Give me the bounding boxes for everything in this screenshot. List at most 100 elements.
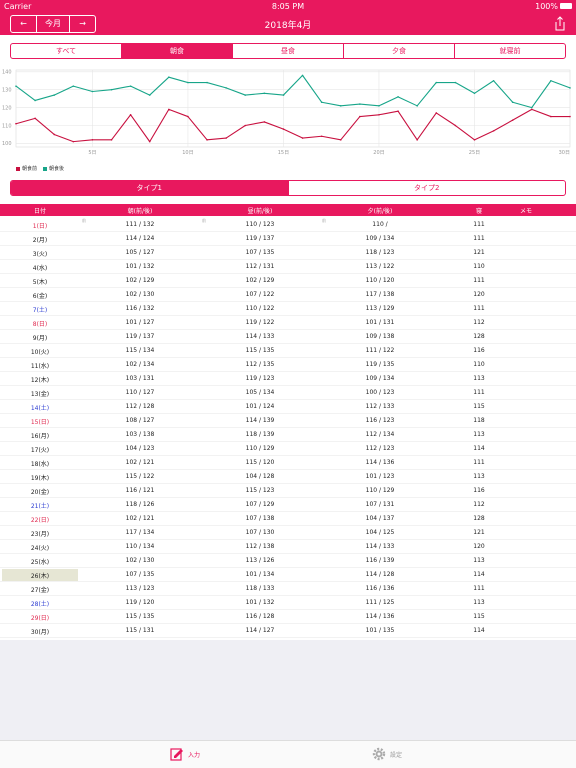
cell-dinner: 109 / 134 [365, 235, 395, 242]
data-point-0 [435, 112, 438, 114]
data-point-0 [511, 119, 514, 121]
cell-breakfast: 110 / 134 [125, 543, 155, 550]
x-tick-label: 5日 [88, 150, 96, 156]
data-point-0 [187, 115, 189, 118]
data-point-0 [530, 108, 533, 111]
table-row[interactable]: 15(日) 108 / 127 114 / 139 116 / 123 118 [0, 414, 576, 428]
table-row[interactable]: 7(土) 116 / 132 110 / 122 113 / 129 111 [0, 302, 576, 316]
cell-lunch: 101 / 124 [245, 403, 275, 410]
cell-lunch: 110 / 129 [245, 445, 275, 452]
empty-area [0, 640, 576, 740]
cell-bedtime: 111 [473, 459, 485, 466]
prev-month-button[interactable]: ← [20, 19, 27, 28]
tab-lunch[interactable]: 昼食 [232, 44, 343, 58]
table-row[interactable]: 29(日) 115 / 135 116 / 128 114 / 136 115 [0, 610, 576, 624]
header-dinner: 夕(前/後) [367, 208, 393, 215]
cell-lunch: 101 / 132 [245, 599, 275, 606]
table-row[interactable]: 24(火) 110 / 134 112 / 138 114 / 133 120 [0, 540, 576, 554]
tab-breakfast[interactable]: 朝食 [121, 44, 232, 58]
battery-icon [560, 3, 572, 9]
table-row[interactable]: 20(金) 116 / 121 115 / 123 110 / 129 116 [0, 484, 576, 498]
edit-icon [170, 748, 183, 761]
tab-bedtime[interactable]: 就寝前 [454, 44, 565, 58]
tab-all[interactable]: すべて [55, 47, 77, 55]
x-tick-label: 10日 [182, 150, 193, 156]
table-row[interactable]: 2(月) 114 / 124 119 / 137 109 / 134 111 [0, 232, 576, 246]
table-row[interactable]: 17(火) 104 / 123 110 / 129 112 / 123 114 [0, 442, 576, 456]
table-row[interactable]: 3(火) 105 / 127 107 / 135 118 / 123 121 [0, 246, 576, 260]
data-point-0 [320, 135, 323, 138]
tab-input[interactable]: 入力 [170, 747, 200, 761]
table-row[interactable]: 26(木) 107 / 135 101 / 134 114 / 128 114 [0, 568, 576, 582]
table-row[interactable]: 30(月) 115 / 131 114 / 127 101 / 135 114 [0, 624, 576, 638]
tab-settings[interactable]: 設定 [372, 747, 402, 761]
table-row[interactable]: 19(木) 115 / 122 104 / 128 101 / 123 113 [0, 470, 576, 484]
status-time: 8:05 PM [271, 2, 305, 11]
data-point-1 [187, 81, 189, 84]
tab-type2[interactable]: タイプ2 [287, 181, 566, 195]
cell-bedtime: 110 [473, 361, 485, 368]
cell-bedtime: 114 [473, 571, 485, 578]
table-row[interactable]: 6(金) 102 / 130 107 / 122 117 / 138 120 [0, 288, 576, 302]
table-row[interactable]: 1(日) 前 前 前 111 / 132 110 / 123 110 / 111 [0, 218, 576, 232]
table-row[interactable]: 5(木) 102 / 129 102 / 129 110 / 120 111 [0, 274, 576, 288]
cell-dinner: 104 / 137 [365, 515, 395, 522]
table-row[interactable]: 12(木) 103 / 131 119 / 123 109 / 134 113 [0, 372, 576, 386]
cell-lunch: 104 / 128 [245, 473, 275, 480]
cell-date: 15(日) [30, 419, 50, 426]
data-point-0 [454, 124, 457, 127]
cell-dinner: 119 / 135 [365, 361, 395, 368]
cell-date: 28(土) [30, 601, 50, 608]
this-month-button[interactable]: 今月 [35, 16, 69, 32]
cell-breakfast: 116 / 132 [125, 305, 155, 312]
table-row[interactable]: 8(日) 101 / 127 119 / 122 101 / 131 112 [0, 316, 576, 330]
table-row[interactable]: 28(土) 119 / 120 101 / 132 111 / 125 113 [0, 596, 576, 610]
data-point-0 [168, 108, 170, 111]
data-point-1 [244, 94, 247, 96]
cell-bedtime: 121 [473, 249, 485, 256]
data-point-1 [206, 81, 208, 84]
cell-lunch: 110 / 122 [245, 305, 275, 312]
next-month-button[interactable]: → [69, 16, 95, 32]
cell-bedtime: 114 [473, 445, 485, 452]
cell-sub-label: 前 [202, 218, 206, 223]
cell-lunch: 112 / 131 [245, 263, 275, 270]
table-row[interactable]: 10(火) 115 / 134 115 / 135 111 / 122 116 [0, 344, 576, 358]
cell-breakfast: 116 / 121 [125, 487, 155, 494]
table-row[interactable]: 14(土) 112 / 128 101 / 124 112 / 133 115 [0, 400, 576, 414]
cell-breakfast: 115 / 135 [125, 613, 155, 620]
tab-type1[interactable]: タイプ1 [11, 181, 288, 195]
table-row[interactable]: 21(土) 118 / 126 107 / 129 107 / 131 112 [0, 498, 576, 512]
cell-dinner: 104 / 125 [365, 529, 395, 536]
cell-date: 24(火) [30, 545, 50, 552]
cell-dinner: 101 / 123 [365, 473, 395, 480]
data-point-0 [225, 137, 227, 139]
cell-date: 12(木) [30, 377, 50, 384]
plot-frame [15, 69, 571, 148]
data-point-0 [91, 139, 94, 141]
table-row[interactable]: 22(日) 102 / 121 107 / 138 104 / 137 128 [0, 512, 576, 526]
header-lunch: 昼(前/後) [247, 208, 273, 215]
share-icon[interactable] [554, 16, 566, 31]
cell-breakfast: 102 / 134 [125, 361, 155, 368]
cell-bedtime: 114 [473, 627, 485, 634]
table-row[interactable]: 18(水) 102 / 121 115 / 120 114 / 136 111 [0, 456, 576, 470]
data-point-0 [110, 139, 113, 141]
data-point-0 [397, 110, 399, 112]
table-row[interactable]: 23(月) 117 / 134 107 / 130 104 / 125 121 [0, 526, 576, 540]
cell-lunch: 101 / 134 [245, 571, 275, 578]
cell-bedtime: 113 [473, 473, 485, 480]
data-point-1 [397, 96, 399, 98]
table-row[interactable]: 13(金) 110 / 127 105 / 134 100 / 123 111 [0, 386, 576, 400]
table-row[interactable]: 27(金) 113 / 123 118 / 133 116 / 136 111 [0, 582, 576, 596]
table-row[interactable]: 25(水) 102 / 130 113 / 126 116 / 139 113 [0, 554, 576, 568]
cell-lunch: 107 / 135 [245, 249, 275, 256]
table-row[interactable]: 4(水) 101 / 132 112 / 131 113 / 122 110 [0, 260, 576, 274]
cell-dinner: 117 / 138 [365, 291, 395, 298]
table-row[interactable]: 9(月) 119 / 137 114 / 133 109 / 138 128 [0, 330, 576, 344]
legend-item-after: 朝食後 [43, 165, 64, 172]
tab-dinner[interactable]: 夕食 [343, 44, 454, 58]
table-row[interactable]: 16(月) 103 / 138 118 / 139 112 / 134 113 [0, 428, 576, 442]
data-point-0 [15, 122, 17, 125]
table-row[interactable]: 11(水) 102 / 134 112 / 135 119 / 135 110 [0, 358, 576, 372]
